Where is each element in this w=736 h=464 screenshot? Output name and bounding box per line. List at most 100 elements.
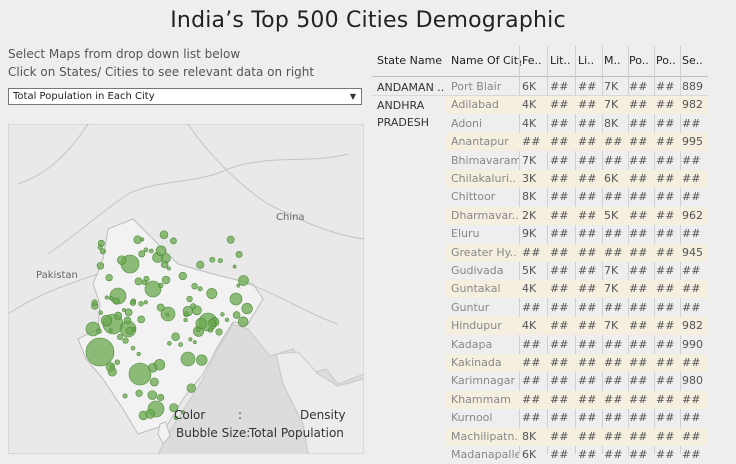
city-bubble[interactable] — [196, 354, 208, 366]
city-bubble[interactable] — [124, 308, 133, 317]
city-bubble[interactable] — [96, 262, 105, 270]
city-bubble[interactable] — [180, 351, 196, 367]
city-bubble[interactable] — [85, 337, 115, 367]
city-bubble[interactable] — [190, 303, 197, 310]
city-bubble[interactable] — [206, 288, 218, 299]
city-bubble[interactable] — [138, 301, 144, 307]
city-bubble[interactable] — [186, 383, 196, 393]
city-name-cell[interactable]: Adilabad — [451, 98, 499, 112]
city-bubbles[interactable] — [85, 230, 253, 421]
city-bubble[interactable] — [236, 283, 241, 288]
city-bubble[interactable] — [117, 255, 127, 265]
table-row[interactable]: Gudivada 5K ## ## 7K ## ## ## — [446, 262, 708, 280]
city-bubble[interactable] — [238, 275, 249, 286]
table-row[interactable]: Adilabad 4K ## ## 7K ## ## 982 — [446, 96, 708, 115]
city-bubble[interactable] — [173, 415, 178, 421]
city-bubble[interactable] — [125, 326, 134, 335]
city-name-cell[interactable]: Port Blair — [451, 80, 502, 93]
table-row[interactable]: Kakinada ## ## ## ## ## ## ## — [446, 354, 708, 372]
table-row[interactable]: Eluru 9K ## ## ## ## ## ## — [446, 225, 708, 243]
city-bubble[interactable] — [114, 359, 120, 365]
table-row[interactable]: Kurnool ## ## ## ## ## ## ## — [446, 409, 708, 427]
city-bubble[interactable] — [178, 271, 187, 281]
city-bubble[interactable] — [229, 292, 243, 306]
city-bubble[interactable] — [160, 260, 169, 269]
city-name-cell[interactable]: Chilakaluri.. — [451, 172, 517, 185]
city-name-cell[interactable]: Dharmavar.. — [451, 208, 519, 222]
table-row[interactable]: Greater Hy.. ## ## ## ## ## ## 945 — [446, 243, 708, 262]
city-bubble[interactable] — [232, 264, 237, 269]
city-bubble[interactable] — [232, 311, 241, 319]
city-bubble[interactable] — [183, 317, 188, 323]
column-header[interactable]: State Name — [377, 54, 443, 67]
city-name-cell[interactable]: Kurnool — [451, 411, 493, 425]
table-row[interactable]: Anantapur ## ## ## ## ## ## 995 — [446, 133, 708, 152]
table-row[interactable]: Dharmavar.. 2K ## ## 5K ## ## 962 — [446, 206, 708, 225]
city-bubble[interactable] — [91, 299, 98, 306]
city-name-cell[interactable]: Anantapur — [451, 135, 509, 149]
city-bubble[interactable] — [122, 393, 128, 399]
city-name-cell[interactable]: Karimnagar — [451, 374, 516, 388]
city-bubble[interactable] — [156, 393, 165, 402]
dropdown-arrow-icon[interactable]: ▼ — [349, 92, 356, 101]
city-bubble[interactable] — [108, 328, 113, 333]
city-bubble[interactable] — [207, 327, 214, 333]
table-row[interactable]: Khammam ## ## ## ## ## ## ## — [446, 390, 708, 409]
city-bubble[interactable] — [138, 250, 146, 258]
city-bubble[interactable] — [165, 313, 170, 317]
city-bubble[interactable] — [99, 248, 106, 255]
state-name-cell[interactable]: ANDAMAN .. — [377, 81, 445, 94]
city-bubble[interactable] — [171, 332, 180, 342]
city-bubble[interactable] — [156, 303, 165, 312]
city-bubble[interactable] — [217, 258, 223, 264]
city-bubble[interactable] — [157, 282, 164, 289]
city-bubble[interactable] — [169, 403, 179, 413]
table-row[interactable]: Karimnagar ## ## ## ## ## ## 980 — [446, 372, 708, 390]
table-row[interactable]: Port Blair 6K ## ## 7K ## ## 889 — [446, 78, 708, 96]
city-bubble[interactable] — [148, 248, 154, 254]
city-bubble[interactable] — [215, 328, 223, 336]
city-bubble[interactable] — [97, 244, 103, 250]
city-bubble[interactable] — [241, 302, 253, 315]
city-bubble[interactable] — [137, 315, 146, 324]
column-header[interactable]: Name Of City — [451, 54, 521, 67]
city-bubble[interactable] — [112, 297, 120, 305]
city-bubble[interactable] — [100, 315, 113, 327]
city-bubble[interactable] — [186, 295, 193, 303]
city-bubble[interactable] — [191, 283, 198, 290]
state-name-cell[interactable]: ANDHRA PRADESH — [377, 99, 430, 130]
city-bubble[interactable] — [130, 345, 136, 351]
city-name-cell[interactable]: Kakinada — [451, 356, 502, 369]
city-bubble[interactable] — [209, 256, 216, 263]
city-name-cell[interactable]: Guntur — [451, 300, 490, 314]
column-header[interactable]: Se.. — [682, 54, 703, 67]
table-row[interactable]: Adoni 4K ## ## 8K ## ## ## — [446, 115, 708, 133]
city-bubble[interactable] — [170, 237, 177, 245]
table-row[interactable]: Hindupur 4K ## ## 7K ## ## 982 — [446, 317, 708, 336]
city-bubble[interactable] — [182, 305, 193, 317]
table-row[interactable]: Guntakal 4K ## ## 7K ## ## ## — [446, 280, 708, 299]
city-bubble[interactable] — [143, 300, 148, 305]
column-header[interactable]: Po.. — [656, 54, 676, 67]
city-bubble[interactable] — [108, 295, 114, 301]
city-bubble[interactable] — [166, 266, 171, 271]
city-bubble[interactable] — [140, 237, 145, 242]
table-row[interactable]: Chilakaluri.. 3K ## ## 6K ## ## ## — [446, 170, 708, 188]
table-row[interactable]: Madanapalle 6K ## ## ## ## ## ## — [446, 446, 708, 464]
city-bubble[interactable] — [147, 390, 158, 400]
table-row[interactable]: Guntur ## ## ## ## ## ## ## — [446, 299, 708, 317]
city-bubble[interactable] — [188, 337, 193, 342]
city-name-cell[interactable]: Machilipatn.. — [451, 429, 519, 443]
city-bubble[interactable] — [178, 342, 183, 347]
city-name-cell[interactable]: Kadapa — [451, 337, 493, 351]
city-name-cell[interactable]: Khammam — [451, 392, 511, 406]
city-bubble[interactable] — [149, 377, 159, 387]
city-bubble[interactable] — [220, 312, 225, 317]
city-bubble[interactable] — [161, 275, 171, 285]
india-bubble-map[interactable]: China Pakistan Color : Density Bubble Si… — [8, 124, 364, 454]
table-row[interactable]: Chittoor 8K ## ## ## ## ## ## — [446, 188, 708, 206]
city-bubble[interactable] — [116, 333, 124, 340]
table-row[interactable]: Bhimavaram 7K ## ## ## ## ## ## — [446, 152, 708, 170]
city-bubble[interactable] — [196, 260, 205, 269]
map-select-dropdown[interactable]: Total Population in Each City ▼ — [8, 88, 362, 105]
